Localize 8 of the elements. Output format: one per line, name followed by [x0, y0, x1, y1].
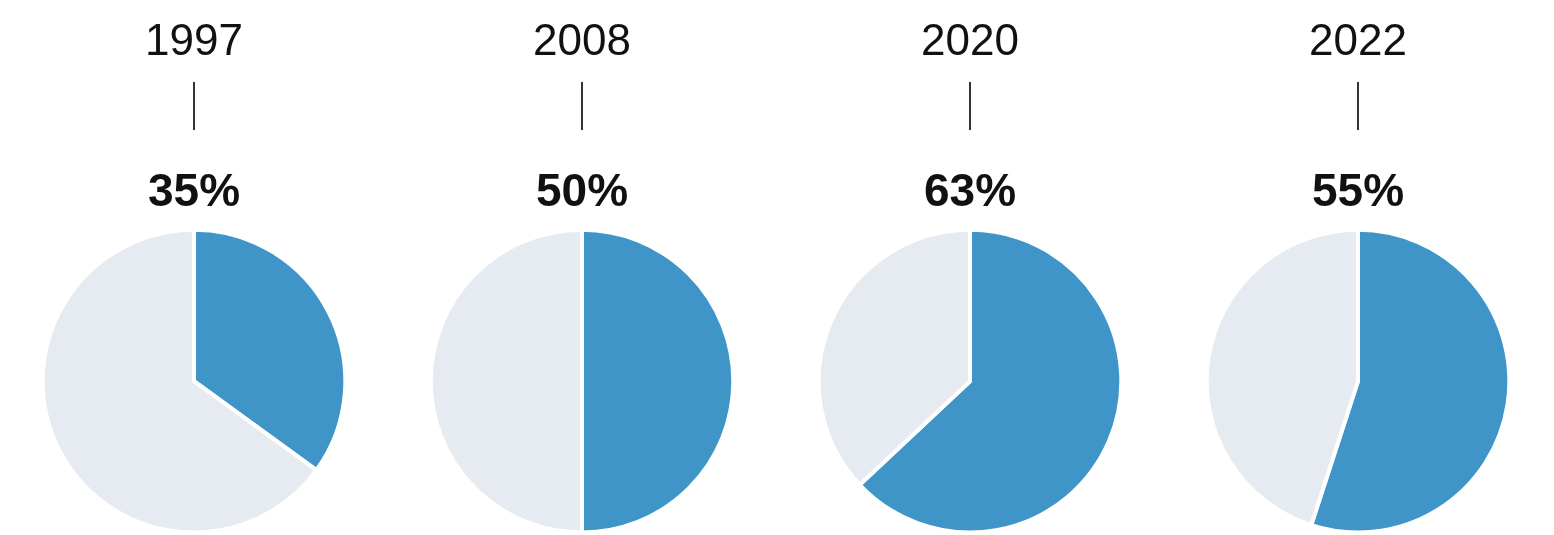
chart-title: 2020	[921, 15, 1019, 65]
chart-title: 2022	[1309, 15, 1407, 65]
chart-title: 1997	[145, 15, 243, 65]
data-label: 50%	[536, 164, 629, 216]
data-label: 35%	[148, 164, 241, 216]
data-label: 55%	[1312, 164, 1405, 216]
data-label: 63%	[924, 164, 1017, 216]
chart-title: 2008	[533, 15, 631, 65]
